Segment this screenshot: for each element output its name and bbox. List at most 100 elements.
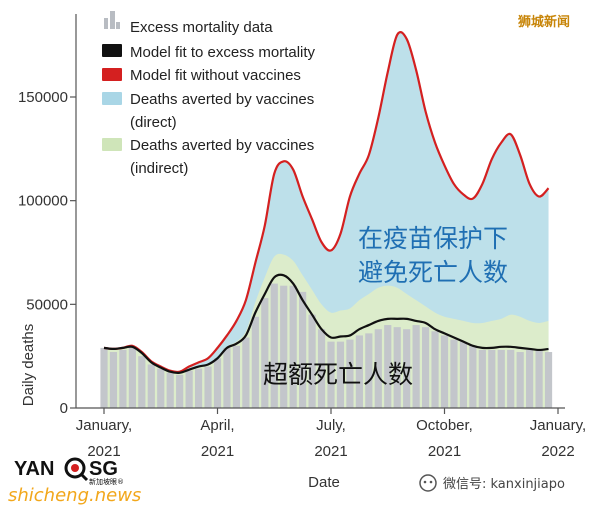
excess-bar <box>365 333 373 408</box>
black-swatch <box>102 44 122 57</box>
excess-bar <box>317 329 326 408</box>
excess-bar <box>280 285 288 408</box>
svg-text:shicheng.news: shicheng.news <box>8 485 141 506</box>
legend-item-model-fit: Model fit to excess mortality <box>102 44 316 61</box>
excess-bar <box>138 356 146 408</box>
excess-bar <box>488 349 496 408</box>
legend-item-excess-data: Excess mortality data <box>104 11 273 36</box>
y-ticks: 0 50000 100000 150000 <box>18 89 76 417</box>
legend-label-sub: (indirect) <box>130 160 188 177</box>
excess-bar <box>308 314 316 408</box>
wechat-watermark: 微信号: kanxinjiapo <box>419 474 565 492</box>
legend: Excess mortality data Model fit to exces… <box>102 11 316 177</box>
excess-bar <box>185 370 193 408</box>
brand-watermark: 狮城新闻 <box>517 14 570 30</box>
x-tick-label: January, <box>530 417 586 434</box>
excess-bar <box>384 325 392 408</box>
x-tick-label: April, <box>200 417 234 434</box>
excess-bar <box>327 341 335 408</box>
excess-bar <box>346 339 354 408</box>
excess-bar <box>213 358 222 408</box>
excess-bar <box>242 337 250 408</box>
excess-bar <box>194 368 203 408</box>
excess-bar <box>232 345 241 408</box>
x-axis-title: Date <box>308 474 340 491</box>
excess-bar <box>526 349 534 408</box>
x-tick-label: October, <box>416 417 473 434</box>
legend-label: Deaths averted by vaccines <box>130 137 314 154</box>
x-tick-label: July, <box>316 417 346 434</box>
x-tick-label-year: 2021 <box>201 443 234 460</box>
excess-bar <box>412 325 420 408</box>
excess-bar <box>128 347 136 408</box>
x-tick-label-year: 2021 <box>314 443 347 460</box>
legend-item-averted-direct: Deaths averted by vaccines (direct) <box>102 91 314 131</box>
excess-bar <box>157 368 165 408</box>
svg-text:SG: SG <box>89 458 118 480</box>
x-tick-label-year: 2021 <box>428 443 461 460</box>
excess-bar <box>109 352 118 408</box>
excess-bar <box>270 283 278 408</box>
x-ticks: January, 2021 April, 2021 July, 2021 October, 2… <box>76 408 586 460</box>
excess-bar <box>478 349 486 408</box>
green-swatch <box>102 138 122 151</box>
x-tick-label-year: 2022 <box>541 443 574 460</box>
legend-item-averted-indirect: Deaths averted by vaccines (indirect) <box>102 137 314 177</box>
excess-bar <box>251 316 259 408</box>
excess-bar <box>497 349 505 408</box>
plot-lines <box>103 31 550 374</box>
legend-label: Model fit without vaccines <box>130 67 301 84</box>
excess-annotation: 超额死亡人数 <box>263 360 413 389</box>
excess-bar <box>393 327 401 408</box>
excess-bar <box>450 339 458 408</box>
excess-bar <box>507 349 515 408</box>
legend-item-no-vaccines: Model fit without vaccines <box>102 67 301 84</box>
svg-text:新加坡眼®: 新加坡眼® <box>89 477 124 486</box>
red-swatch <box>102 68 122 81</box>
y-tick-label: 50000 <box>26 296 68 313</box>
excess-bar <box>516 352 524 408</box>
svg-text:YAN: YAN <box>14 458 54 480</box>
excess-bar <box>440 335 449 408</box>
averted-annotation-line2: 避免死亡人数 <box>358 258 508 287</box>
x-tick-label-year: 2021 <box>87 443 120 460</box>
magnifier-icon <box>64 457 89 482</box>
bars-icon <box>104 11 120 29</box>
excess-bar <box>261 298 269 408</box>
excess-bar <box>289 285 297 408</box>
y-tick-label: 100000 <box>18 193 68 210</box>
legend-label: Excess mortality data <box>130 19 273 36</box>
excess-bar <box>336 341 345 408</box>
excess-bar <box>355 335 363 408</box>
yansg-logo: YAN SG 新加坡眼® shicheng.news <box>8 457 141 506</box>
excess-bar <box>374 329 382 408</box>
legend-label: Deaths averted by vaccines <box>130 91 314 108</box>
excess-bar <box>299 291 307 408</box>
excess-bar <box>204 366 212 408</box>
excess-bar <box>166 372 174 408</box>
excess-bar <box>535 349 543 408</box>
excess-bar <box>544 352 553 408</box>
excess-bar <box>403 329 411 408</box>
blue-swatch <box>102 92 122 105</box>
excess-bar <box>421 327 430 408</box>
legend-label: Model fit to excess mortality <box>130 44 316 61</box>
excess-bar <box>431 331 439 408</box>
y-tick-label: 0 <box>60 400 68 417</box>
x-tick-label: January, <box>76 417 132 434</box>
legend-label-sub: (direct) <box>130 114 177 131</box>
model-fit-line <box>103 273 549 374</box>
excess-bar <box>459 341 468 408</box>
wechat-icon <box>419 474 437 492</box>
excess-bar <box>176 374 184 408</box>
excess-bar <box>469 345 477 408</box>
svg-text:微信号: kanxinjiapo: 微信号: kanxinjiapo <box>443 477 565 492</box>
excess-bar <box>223 347 231 408</box>
y-tick-label: 150000 <box>18 89 68 106</box>
excess-bar <box>147 364 155 408</box>
excess-bar <box>100 347 108 408</box>
averted-annotation-line1: 在疫苗保护下 <box>358 224 508 253</box>
y-axis-title: Daily deaths <box>20 324 37 407</box>
excess-bars <box>100 283 553 408</box>
